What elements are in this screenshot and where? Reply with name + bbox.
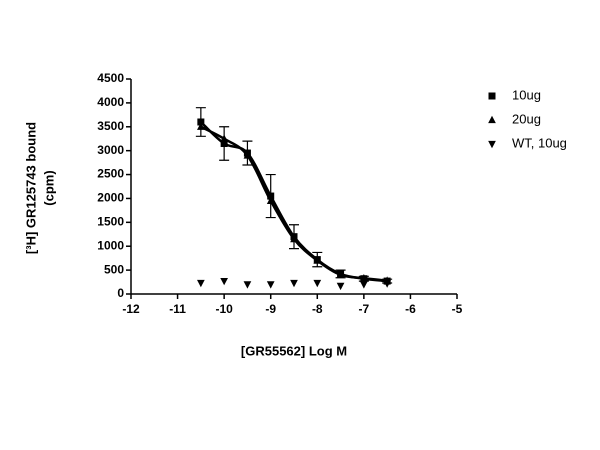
marker: [220, 140, 228, 147]
x-tick-label: -8: [312, 302, 323, 316]
y-tick-label: 1500: [97, 215, 124, 229]
marker: [313, 279, 322, 288]
y-tick-label: 3000: [97, 143, 124, 157]
y-tick-label: 3500: [97, 119, 124, 133]
x-tick-label: -12: [122, 302, 140, 316]
y-tick-label: 2000: [97, 191, 124, 205]
x-tick-label: -10: [215, 302, 233, 316]
y-tick-label: 4500: [97, 71, 124, 85]
y-tick-label: 2500: [97, 167, 124, 181]
x-tick-label: -5: [452, 302, 463, 316]
y-axis-unit: (cpm): [41, 170, 56, 205]
legend-label: WT, 10ug: [512, 135, 567, 150]
legend-marker: [488, 92, 496, 100]
marker: [220, 277, 228, 286]
marker: [266, 196, 275, 204]
marker: [243, 151, 252, 159]
marker: [197, 122, 205, 130]
marker: [290, 279, 298, 288]
x-axis-label: [GR55562] Log M: [241, 343, 347, 358]
x-tick-label: -7: [359, 302, 370, 316]
y-tick-label: 4000: [97, 95, 124, 109]
marker: [243, 281, 252, 289]
marker: [290, 234, 298, 243]
fit-curve: [199, 121, 388, 283]
marker: [267, 192, 275, 200]
legend-label: 20ug: [512, 111, 541, 126]
x-tick-label: -11: [169, 302, 186, 316]
y-tick-label: 500: [104, 262, 124, 276]
y-label-group: [³H] GR125743 bound (cpm): [23, 122, 56, 254]
x-tick-label: -9: [265, 302, 276, 316]
marker: [220, 134, 228, 142]
marker: [313, 256, 322, 264]
legend-label: 10ug: [512, 87, 541, 102]
marker: [360, 281, 368, 289]
marker: [383, 280, 391, 288]
y-tick-label: 1000: [97, 238, 124, 252]
y-axis-label: [³H] GR125743 bound: [23, 122, 38, 254]
x-tick-label: -6: [405, 302, 416, 316]
marker: [266, 281, 275, 289]
marker: [197, 279, 205, 288]
fit-curve: [200, 125, 388, 282]
marker: [336, 282, 345, 291]
legend-marker: [488, 115, 496, 124]
marker: [360, 274, 368, 282]
marker: [336, 270, 345, 279]
legend-marker: [488, 140, 496, 149]
marker: [197, 118, 205, 126]
y-tick-label: 0: [117, 286, 124, 300]
